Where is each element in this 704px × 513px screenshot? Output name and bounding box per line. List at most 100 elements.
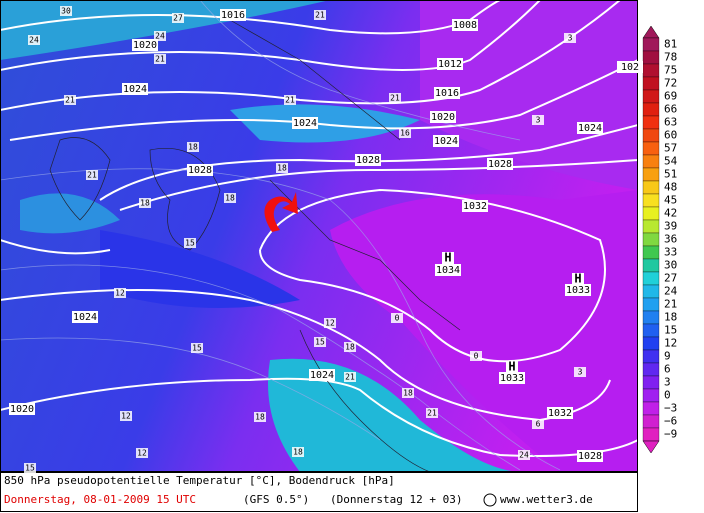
temp-label: 27 (173, 14, 183, 23)
temp-label-bg (154, 31, 166, 41)
temp-label-bg (254, 412, 266, 422)
isobar-label: 1012 (438, 59, 462, 70)
warm-region (330, 190, 638, 472)
temp-label: 12 (137, 449, 147, 458)
isobar-label: 1033 (566, 285, 590, 296)
temp-label: 3 (536, 116, 541, 125)
colorbar-cell (642, 271, 660, 286)
temp-label-bg (324, 318, 336, 328)
copyright-circle (483, 493, 497, 507)
isobar-label: 1024 (310, 370, 334, 381)
high-marker: H (574, 272, 581, 286)
colorbar-cell (642, 310, 660, 325)
temp-label: 18 (277, 164, 287, 173)
colorbar-label: 30 (664, 259, 677, 272)
isobar-label-bg (547, 407, 573, 419)
temp-label: 21 (315, 11, 325, 20)
map-frame (0, 0, 638, 472)
temp-label-bg (224, 193, 236, 203)
high-marker-bg (442, 252, 454, 264)
isobar-label: 1028 (356, 155, 380, 166)
high-marker-bg (506, 361, 518, 373)
temp-label-bg (314, 337, 326, 347)
high-marker: H (444, 251, 451, 265)
temp-label: 15 (25, 464, 35, 473)
isobar-label-bg (132, 39, 158, 51)
temp-label: 21 (427, 409, 437, 418)
map (0, 0, 638, 472)
temp-label-bg (389, 93, 401, 103)
isobar-label-bg (437, 58, 463, 70)
colorbar-cell (642, 323, 660, 338)
temp-label-bg (191, 343, 203, 353)
isobar-label: 1028 (578, 451, 602, 462)
colorbar-cell (642, 245, 660, 260)
colorbar-label: 15 (664, 324, 677, 337)
colorbar-cell (642, 258, 660, 273)
temp-label-bg (172, 13, 184, 23)
temp-label-bg (24, 463, 36, 473)
temp-label: 15 (192, 344, 202, 353)
temp-label: 21 (345, 373, 355, 382)
temp-label: 15 (315, 338, 325, 347)
colorbar-cell (642, 167, 660, 182)
temp-label: 18 (293, 448, 303, 457)
temp-label-bg (532, 115, 544, 125)
colorbar-cell (642, 128, 660, 143)
copyright: © (487, 493, 494, 506)
isobar-label: 1020 (133, 40, 157, 51)
colorbar-cell (642, 180, 660, 195)
colorbar-label: 54 (664, 155, 678, 168)
isobar-label: 1033 (500, 373, 524, 384)
motion-arrow (264, 192, 298, 232)
temp-label: 12 (121, 412, 131, 421)
colorbar-label: 48 (664, 181, 677, 194)
colorbar-label: 18 (664, 311, 677, 324)
colorbar-label: 75 (664, 64, 677, 77)
colorbar-cell (642, 362, 660, 377)
temp-label-bg (314, 10, 326, 20)
temp-label-bg (391, 313, 403, 323)
temp-label-bg (28, 35, 40, 45)
isobar-label-bg (435, 264, 461, 276)
colorbar-cell (642, 115, 660, 130)
colorbar-cell (642, 141, 660, 156)
temp-label: 24 (519, 451, 529, 460)
colorbar-cell (642, 388, 660, 403)
temp-label: 18 (188, 143, 198, 152)
colorbar-bottom-arrow (642, 440, 660, 454)
colorbar-label: 0 (664, 389, 671, 402)
colorbar-label: −9 (664, 428, 677, 441)
colorbar-label: 39 (664, 220, 677, 233)
isobar-label-bg (433, 135, 459, 147)
isobar-label: 1024 (434, 136, 458, 147)
temp-label-bg (399, 128, 411, 138)
region (20, 193, 120, 234)
isobar-label-bg (487, 158, 513, 170)
colorbar-cell (642, 154, 660, 169)
temp-label: 0 (474, 352, 479, 361)
isobar-label-bg (617, 61, 643, 73)
temp-label: 24 (155, 32, 165, 41)
colorbar-cell (642, 89, 660, 104)
region (0, 0, 330, 60)
high-marker-bg (572, 273, 584, 285)
colorbar-label: 33 (664, 246, 677, 259)
isobar-label-bg (309, 369, 335, 381)
colorbar-label: −3 (664, 402, 677, 415)
isobar-label: 1032 (463, 201, 487, 212)
colorbar-cell (642, 375, 660, 390)
temp-label-bg (284, 95, 296, 105)
colorbar-cell (642, 427, 660, 442)
isobar-label: 1024 (123, 84, 147, 95)
isobar-label: 1024 (293, 118, 317, 129)
temp-label: 21 (155, 55, 165, 64)
temp-label-bg (114, 288, 126, 298)
isobar-label-bg (577, 450, 603, 462)
temp-label-bg (574, 367, 586, 377)
temp-label: 18 (345, 343, 355, 352)
temp-label-bg (60, 6, 72, 16)
temp-label: 21 (87, 171, 97, 180)
isobar-label-bg (430, 111, 456, 123)
